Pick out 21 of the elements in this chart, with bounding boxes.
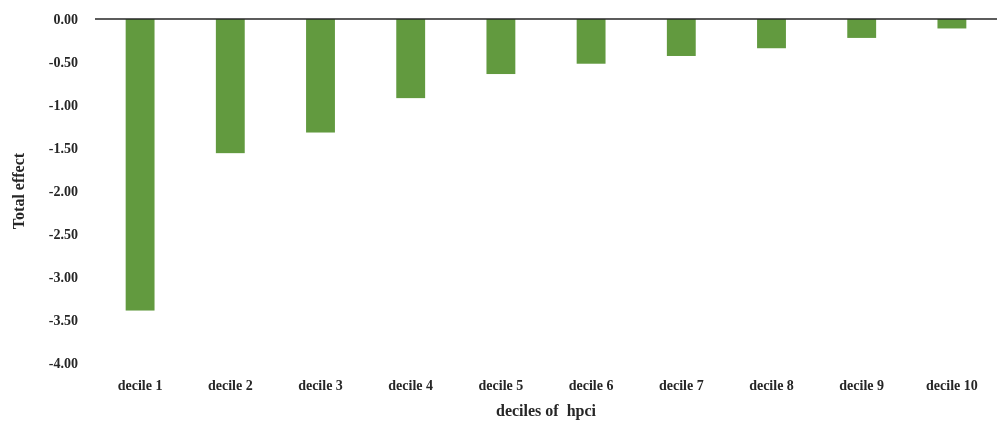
y-tick-label: -0.50: [48, 54, 78, 70]
x-tick-label: decile 4: [388, 377, 434, 393]
x-tick-label: decile 2: [207, 377, 253, 393]
x-tick-label: decile 9: [839, 377, 885, 393]
x-tick-label: decile 8: [749, 377, 794, 393]
y-axis-title: Total effect: [10, 152, 27, 230]
x-tick-label: decile 5: [478, 377, 524, 393]
y-tick-label: -3.50: [48, 312, 78, 328]
y-tick-label: -4.00: [48, 355, 78, 371]
x-tick-label: decile 1: [117, 377, 163, 393]
y-tick-label: -2.50: [48, 226, 78, 242]
x-tick-label: decile 3: [298, 377, 343, 393]
x-tick-label: decile 6: [568, 377, 614, 393]
y-tick-label: -1.00: [48, 97, 78, 113]
y-tick-label: 0.00: [53, 11, 78, 27]
y-tick-label: -2.00: [48, 183, 78, 199]
x-tick-label: decile 7: [658, 377, 704, 393]
y-tick-label: -3.00: [48, 269, 78, 285]
x-tick-label: decile 10: [926, 377, 978, 393]
x-axis-title: deciles of hpci: [496, 402, 597, 420]
y-tick-label: -1.50: [48, 140, 78, 156]
